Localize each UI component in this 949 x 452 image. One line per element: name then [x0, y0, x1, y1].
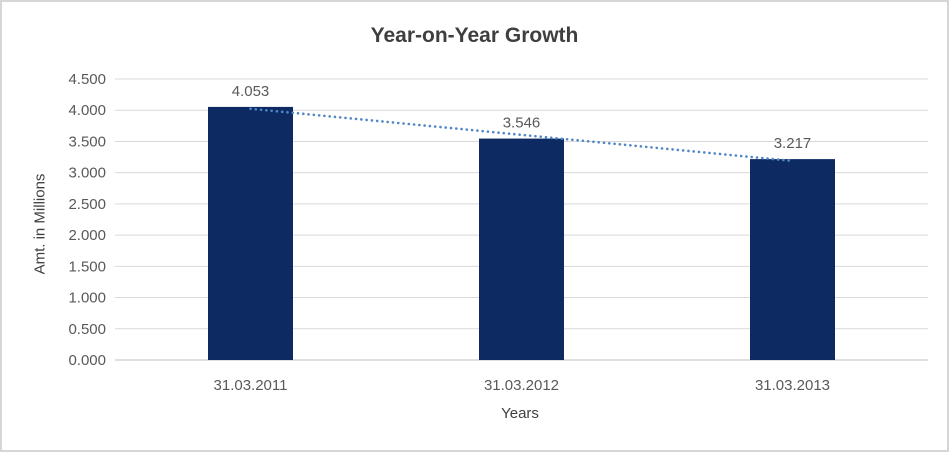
x-category-label: 31.03.2012: [484, 377, 559, 394]
y-tick-label: 1.000: [68, 290, 106, 307]
y-tick-label: 3.000: [68, 165, 106, 182]
bar: [750, 159, 835, 360]
y-tick-label: 2.500: [68, 196, 106, 213]
y-tick-label: 0.500: [68, 321, 106, 338]
bar: [208, 106, 293, 361]
bar: [479, 138, 564, 360]
y-tick-label: 4.000: [68, 102, 106, 119]
y-tick-label: 3.500: [68, 133, 106, 150]
x-category-label: 31.03.2013: [755, 377, 830, 394]
bar-data-label: 3.546: [503, 115, 541, 132]
x-category-label: 31.03.2011: [214, 377, 288, 394]
trendline: [249, 107, 794, 163]
bar-data-label: 4.053: [232, 83, 270, 100]
y-tick-label: 1.500: [68, 258, 106, 275]
chart-title: Year-on-Year Growth: [370, 24, 579, 47]
x-axis-title: Years: [501, 405, 539, 422]
y-axis-title: Amt. in Millions: [31, 173, 49, 275]
y-tick-label: 4.500: [68, 71, 106, 88]
bar-data-label: 3.217: [774, 135, 812, 152]
y-tick-label: 2.000: [68, 227, 106, 244]
y-tick-label: 0.000: [68, 352, 106, 369]
